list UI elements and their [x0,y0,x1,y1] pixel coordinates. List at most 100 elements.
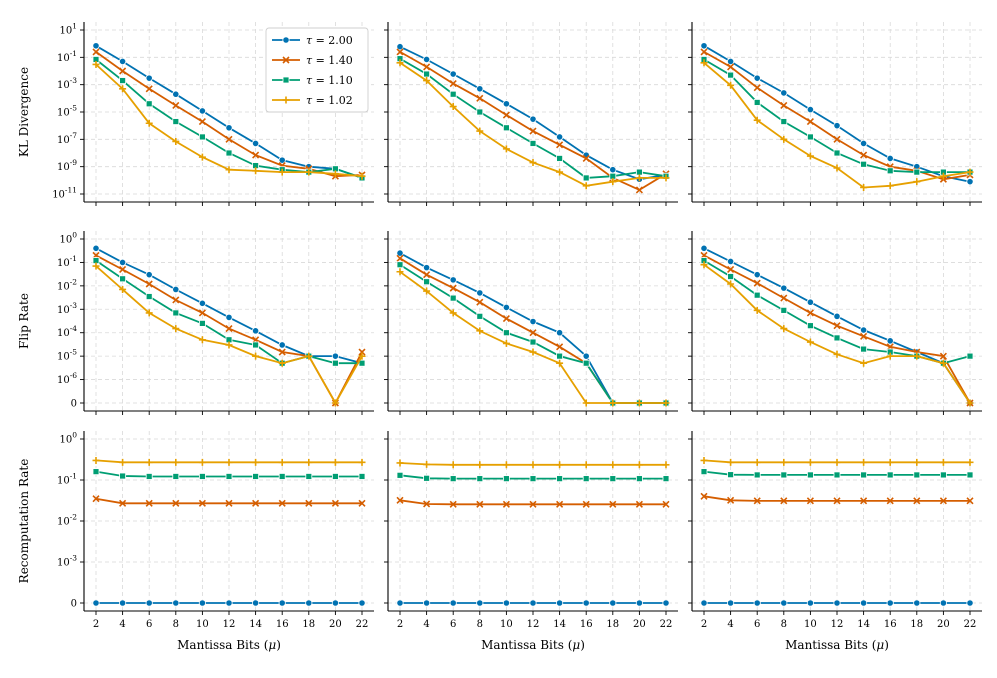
marker-square [753,471,761,479]
series-tau_1_02 [700,456,974,466]
marker-plus [225,458,233,466]
marker-plus [305,168,313,176]
marker-x [172,499,180,507]
marker-x [172,101,180,110]
marker-x [476,298,484,306]
marker-plus [582,461,590,469]
marker-square [582,174,590,182]
marker-circle [726,599,735,607]
marker-plus [662,399,670,407]
marker-square [753,99,761,106]
y-tick-label: 10-5 [57,348,77,363]
y-tick-label: 10-9 [57,158,77,173]
marker-circle [833,599,841,607]
marker-plus [119,85,127,93]
marker-x [635,186,643,194]
marker-circle [886,337,894,345]
marker-x [753,84,761,92]
marker-plus [662,174,670,182]
marker-plus [700,59,708,67]
marker-plus [913,352,921,360]
marker-circle [198,299,206,307]
marker-circle [753,271,761,279]
marker-plus [358,172,366,180]
marker-square [780,471,788,479]
marker-x [662,500,670,508]
marker-x [502,315,510,323]
marker-plus [662,461,670,469]
marker-x [225,325,233,333]
x-tick-label: 6 [754,619,760,630]
marker-square [780,118,788,125]
marker-plus [966,168,974,176]
y-tick-label: 100 [59,231,77,246]
marker-circle [422,264,431,272]
marker-x [556,141,564,149]
marker-square [225,149,233,157]
marker-square [727,273,734,280]
marker-plus [780,458,788,466]
y-tick-label: 10-1 [57,254,77,269]
y-tick-label: 10-7 [57,131,77,146]
series-tau_2_00 [700,599,974,607]
marker-plus [252,352,260,360]
marker-plus [700,456,708,464]
marker-square [807,471,814,479]
y-tick-label: 10-2 [57,277,77,292]
marker-circle [476,289,484,297]
y-tick-label: 0 [71,399,77,410]
marker-plus [833,164,841,172]
marker-plus [556,168,564,176]
x-tick-label: 14 [857,619,870,630]
marker-circle [700,599,708,607]
marker-square [172,118,180,125]
series-tau_1_40 [92,495,366,507]
marker-plus [833,458,841,466]
marker-square [476,312,484,320]
marker-square [119,472,126,480]
x-tick-label: 2 [93,619,99,630]
marker-circle [662,599,670,607]
marker-plus [635,461,643,469]
marker-square [358,473,366,480]
marker-x [119,67,127,75]
marker-circle [966,178,974,186]
y-tick-label: 101 [59,22,77,37]
marker-plus [727,280,735,288]
marker-plus [556,359,564,367]
marker-square [198,473,206,480]
marker-square [198,319,206,327]
marker-circle [780,284,788,292]
marker-x [833,322,841,330]
x-tick-label: 2 [397,619,403,630]
marker-circle [833,312,841,320]
marker-circle [119,57,127,66]
marker-circle [396,249,404,257]
marker-circle [886,599,894,607]
marker-square [396,261,404,269]
subplot-r1-c1 [384,231,678,415]
marker-circle [305,599,313,607]
marker-circle [172,285,180,294]
marker-square [252,473,260,480]
marker-x [305,499,313,507]
marker-square [860,471,867,479]
marker-circle [635,599,644,607]
series-tau_2_00 [92,42,366,182]
marker-x [833,135,841,143]
marker-plus [225,341,233,349]
marker-circle [145,599,153,607]
marker-square [225,473,233,480]
marker-square [833,471,841,479]
marker-circle [966,599,974,607]
x-tick-label: 4 [423,619,429,630]
marker-x [556,500,564,508]
marker-circle [278,341,286,349]
series-tau_1_02 [396,268,670,407]
series-tau_1_40 [396,496,670,508]
marker-circle [225,599,233,607]
legend-item-tau_1_02: τ = 1.02 [272,94,353,107]
marker-plus [449,103,457,111]
y-tick-label: 10-1 [57,472,77,487]
marker-square [636,475,643,483]
